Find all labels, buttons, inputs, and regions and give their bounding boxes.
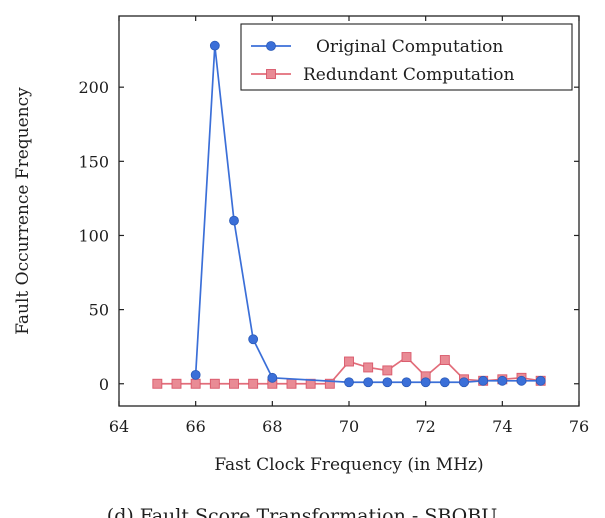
original-data-point <box>478 375 489 386</box>
redundant-data-point <box>152 378 163 389</box>
x-tick-label: 68 <box>262 417 282 436</box>
redundant-data-point <box>190 378 201 389</box>
y-tick-label: 100 <box>78 226 109 245</box>
original-data-point <box>420 377 431 388</box>
original-data-point <box>382 377 393 388</box>
original-data-point <box>459 377 469 388</box>
legend-original-label: Original Computation <box>316 37 503 57</box>
redundant-data-point <box>209 378 220 389</box>
redundant-data-point <box>229 378 239 389</box>
redundant-data-point <box>286 378 297 389</box>
redundant-data-point <box>382 365 393 376</box>
redundant-data-point <box>439 355 450 365</box>
x-tick-label: 70 <box>339 417 359 436</box>
original-data-point <box>516 375 527 386</box>
x-tick-label: 72 <box>415 417 435 436</box>
legend-original-marker <box>266 41 276 51</box>
redundant-data-point <box>344 356 354 367</box>
original-data-point <box>535 375 546 386</box>
redundant-data-point <box>248 378 259 389</box>
original-data-point <box>248 334 259 345</box>
original-data-point <box>209 40 220 51</box>
x-tick-label: 66 <box>185 417 205 436</box>
x-tick-label: 76 <box>569 417 589 436</box>
legend-box <box>240 23 573 91</box>
figure-caption: (d) Fault Score Transformation - SBOBU <box>107 505 497 518</box>
original-data-point <box>401 377 412 388</box>
legend-redundant-marker <box>266 69 276 79</box>
original-data-point <box>190 369 201 380</box>
x-axis-label: Fast Clock Frequency (in MHz) <box>214 455 483 475</box>
ticks-layer: 64 66 68 70 72 74 76 0 50 100 150 200 <box>78 16 589 436</box>
legend-redundant-label: Redundant Computation <box>303 65 515 85</box>
x-tick-label: 74 <box>492 417 512 436</box>
original-data-point <box>267 372 278 383</box>
original-data-point <box>344 377 354 388</box>
original-data-point <box>363 377 374 388</box>
legend: Original Computation Redundant Computati… <box>240 23 573 91</box>
y-tick-label: 50 <box>89 301 109 320</box>
y-tick-label: 200 <box>78 78 109 97</box>
y-tick-label: 0 <box>99 375 109 394</box>
original-series-line <box>194 44 541 384</box>
original-data-point <box>229 215 239 226</box>
redundant-data-point <box>363 362 374 373</box>
redundant-data-point <box>171 378 182 389</box>
x-tick-label: 64 <box>109 417 129 436</box>
redundant-data-point <box>401 352 412 363</box>
y-axis-label: Fault Occurrence Frequency <box>13 87 33 335</box>
original-data-point <box>439 377 450 388</box>
redundant-data-point <box>324 378 335 389</box>
series-layer <box>152 40 546 389</box>
y-tick-label: 150 <box>78 152 109 171</box>
original-data-point <box>497 375 508 386</box>
